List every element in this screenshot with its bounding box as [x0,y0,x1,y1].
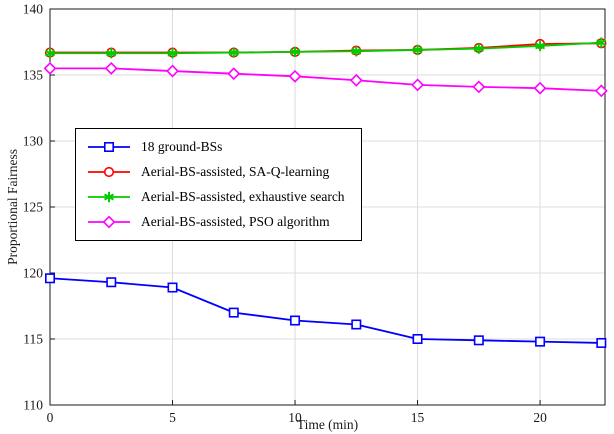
series-2 [44,37,607,59]
svg-text:20: 20 [533,410,547,425]
svg-text:125: 125 [23,200,44,215]
legend-marker-circle-icon [88,166,130,178]
x-tick-labels: 0 5 10 15 20 [47,410,547,425]
legend-item-label: 18 ground-BSs [141,139,223,154]
legend-item-3: Aerial-BS-assisted, PSO algorithm [86,214,345,230]
svg-text:15: 15 [411,410,425,425]
legend-item-2: Aerial-BS-assisted, exhaustive search [86,189,345,205]
legend-marker-square-icon [88,141,130,152]
series-0 [44,273,607,348]
legend-item-label: Aerial-BS-assisted, exhaustive search [141,189,345,204]
legend-item-0: 18 ground-BSs [86,139,345,155]
svg-text:0: 0 [47,410,54,425]
legend-marker-asterisk-icon [88,191,130,203]
svg-text:115: 115 [23,332,43,347]
y-axis-label: Proportional Fairness [5,149,20,265]
svg-text:140: 140 [23,2,44,17]
x-axis-label: Time (min) [296,417,359,432]
svg-text:135: 135 [23,68,44,83]
svg-text:120: 120 [23,266,44,281]
legend-marker-diamond-icon [88,215,130,229]
legend-item-label: Aerial-BS-assisted, PSO algorithm [141,214,330,229]
y-tick-labels: 110 115 120 125 130 135 140 [23,2,44,413]
svg-text:10: 10 [288,410,302,425]
series-3 [43,61,608,98]
legend-item-label: Aerial-BS-assisted, SA-Q-learning [141,164,330,179]
svg-text:130: 130 [23,134,44,149]
legend: 18 ground-BSs Aerial-BS-assisted, SA-Q-le… [75,128,362,241]
axis-ticks [49,8,541,406]
legend-item-1: Aerial-BS-assisted, SA-Q-learning [86,164,345,180]
svg-text:5: 5 [169,410,176,425]
y-axis-label-wrap: Proportional Fairness [0,9,26,405]
series-1 [44,38,607,58]
svg-text:110: 110 [23,398,43,413]
